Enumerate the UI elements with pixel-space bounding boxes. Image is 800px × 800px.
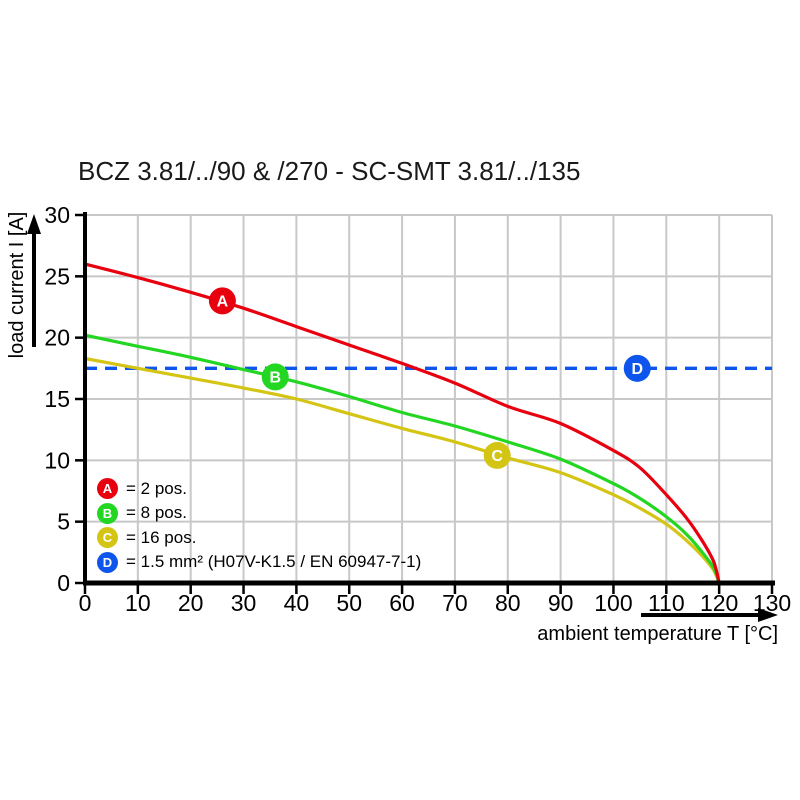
- y-tick-label-0: 0: [57, 570, 70, 596]
- legend-label-b: = 8 pos.: [126, 503, 187, 522]
- series-d-badge: D: [97, 551, 118, 573]
- legend-label-a: = 2 pos.: [126, 478, 187, 498]
- marker-a-letter: A: [217, 293, 229, 310]
- x-tick-label-70: 70: [442, 590, 468, 616]
- legend-label-c: = 16 pos.: [126, 527, 197, 547]
- y-tick-label-10: 10: [44, 447, 70, 473]
- y-axis-label: load current I [A]: [6, 211, 28, 359]
- legend-item-c: C = 16 pos.: [97, 527, 421, 548]
- curve-b: [83, 333, 721, 585]
- y-tick-label-15: 15: [44, 386, 70, 412]
- marker-d-letter: D: [631, 361, 643, 378]
- chart-title: BCZ 3.81/../90 & /270 - SC-SMT 3.81/../1…: [78, 156, 581, 186]
- x-tick-label-120: 120: [700, 590, 738, 616]
- x-tick-label-10: 10: [125, 590, 151, 616]
- legend-label-d: = 1.5 mm² (H07V-K1.5 / EN 60947-7-1): [126, 552, 422, 571]
- series-d-letter: D: [102, 554, 113, 570]
- marker-a: [208, 287, 236, 315]
- series-c-letter: C: [102, 530, 113, 545]
- marker-b-letter: B: [269, 369, 281, 386]
- marker-c: [483, 441, 511, 469]
- x-tick-label-80: 80: [495, 590, 521, 616]
- series-a-badge: A: [97, 478, 118, 499]
- x-axis-arrow-head: [758, 608, 778, 622]
- y-tick-label-25: 25: [44, 263, 70, 289]
- y-tick-label-30: 30: [44, 202, 70, 228]
- series-b-letter: B: [102, 505, 113, 521]
- series-c-badge: C: [97, 527, 118, 548]
- x-tick-label-30: 30: [231, 590, 257, 616]
- y-tick-label-5: 5: [57, 509, 70, 535]
- y-tick-label-20: 20: [44, 325, 70, 351]
- legend: A = 2 pos. B = 8 pos. C = 16 pos. D = 1.…: [97, 478, 421, 576]
- legend-item-d: D = 1.5 mm² (H07V-K1.5 / EN 60947-7-1): [97, 551, 422, 573]
- series-b-badge: B: [97, 502, 118, 524]
- series-a-letter: A: [102, 481, 113, 496]
- x-tick-label-90: 90: [548, 590, 574, 616]
- x-tick-label-0: 0: [79, 590, 92, 616]
- marker-b: [261, 363, 289, 391]
- x-tick-label-60: 60: [389, 590, 415, 616]
- x-tick-label-40: 40: [284, 590, 310, 616]
- marker-d: [623, 354, 651, 382]
- x-tick-label-100: 100: [594, 590, 632, 616]
- legend-item-a: A = 2 pos.: [97, 478, 421, 499]
- legend-item-b: B = 8 pos.: [97, 502, 421, 524]
- x-tick-label-50: 50: [336, 590, 362, 616]
- y-axis-arrow-head: [27, 214, 41, 234]
- x-tick-label-20: 20: [178, 590, 204, 616]
- x-axis-label: ambient temperature T [°C]: [537, 623, 778, 645]
- x-tick-label-110: 110: [648, 590, 685, 616]
- marker-c-letter: C: [491, 448, 503, 465]
